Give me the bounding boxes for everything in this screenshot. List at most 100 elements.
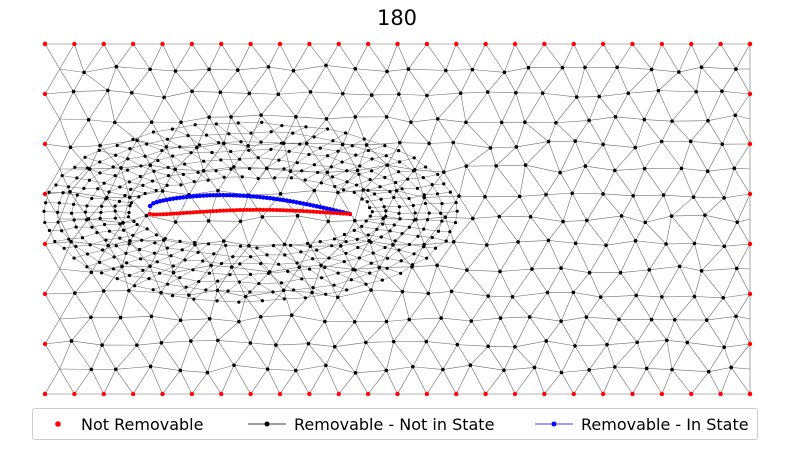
mesh-node [336,190,340,195]
boundary-node [747,141,753,147]
refined-node [406,177,410,181]
refined-node [282,167,286,171]
mesh-node [465,268,469,272]
refined-node [436,229,441,233]
mesh-node [352,218,357,223]
mesh-node [247,91,252,96]
mesh-node [664,242,668,246]
mesh-node [100,343,104,347]
mesh-node [338,244,343,248]
mesh-node [612,365,617,369]
legend-marker-not-removable [55,421,61,427]
refined-node [228,272,232,277]
mesh-node [400,289,405,294]
refined-node [170,293,175,298]
boundary-node [454,41,459,47]
refined-node [415,186,420,190]
refined-node [350,144,354,148]
refined-node [383,245,387,250]
airfoil-upper-node [277,197,283,202]
refined-node [129,187,133,191]
refined-node [271,244,276,248]
refined-node [212,252,216,256]
boundary-node [454,391,459,397]
refined-node [249,131,253,135]
refined-node [237,300,241,304]
mesh-node [735,220,740,224]
mesh-node [98,143,102,148]
refined-node [207,271,211,275]
mesh-node [190,89,194,94]
airfoil-upper-node [254,194,259,199]
mesh-node [672,318,677,322]
mesh-node [69,339,74,343]
airfoil-upper-node [231,193,236,198]
mesh-node [722,345,726,349]
refined-node [113,216,117,220]
refined-node [352,228,356,232]
mesh-nodes [42,41,753,397]
refined-node [229,149,233,154]
mesh-node [187,293,191,297]
mesh-node [308,244,313,249]
airfoil-lower-node [294,208,299,213]
airfoil-lower-node [198,209,202,214]
refined-node [71,202,76,206]
airfoil-upper-node [307,202,313,208]
refined-node [311,286,315,290]
mesh-node [189,339,193,343]
mesh-node [670,119,674,123]
mesh-node [587,270,592,275]
mesh-node [544,192,548,197]
refined-node [383,175,387,180]
airfoil-lower-node [274,208,279,213]
refined-node [318,239,322,244]
mesh-node [205,370,210,375]
airfoil-upper-node [154,199,159,205]
mesh-node [391,339,396,344]
mesh-node [361,188,365,192]
mesh-node [665,338,669,343]
mesh-node [470,67,475,72]
refined-node [165,137,170,141]
boundary-node [130,41,136,47]
refined-node [353,268,357,272]
refined-node [42,209,46,213]
refined-node [206,178,210,182]
airfoil-upper-node [224,192,229,198]
mesh-node [486,344,490,349]
refined-node [397,211,401,216]
boundary-node [747,291,753,297]
refined-node [304,125,308,129]
mesh-node [207,115,211,120]
mesh-node [691,195,696,199]
airfoil-upper-node [267,195,273,201]
airfoil-lower-node [174,211,179,216]
airfoil-lower-node [304,209,309,214]
mesh-node [278,192,283,196]
airfoil-lower-node [251,207,256,212]
mesh-node [340,142,345,147]
mesh-node [483,195,487,199]
mesh-node [335,295,340,300]
refined-node [131,137,135,142]
mesh-node [295,214,300,218]
mesh-node [411,364,415,369]
refined-node [311,257,315,261]
refined-node [430,183,434,187]
mesh-node [449,289,454,294]
refined-node [127,180,131,184]
refined-node [256,156,260,160]
airfoil-lower-node [244,207,249,212]
legend-item-in-state: Removable - In State [535,409,749,439]
refined-node [201,259,205,263]
airfoil-upper-node [181,195,186,200]
refined-node [166,174,171,178]
refined-node [224,243,228,248]
legend-item-not-removable: Not Removable [43,409,203,439]
mesh-node [502,70,507,75]
refined-node [72,218,76,222]
refined-node [330,175,335,179]
airfoil-lower-node [348,212,352,216]
refined-node [271,290,275,294]
